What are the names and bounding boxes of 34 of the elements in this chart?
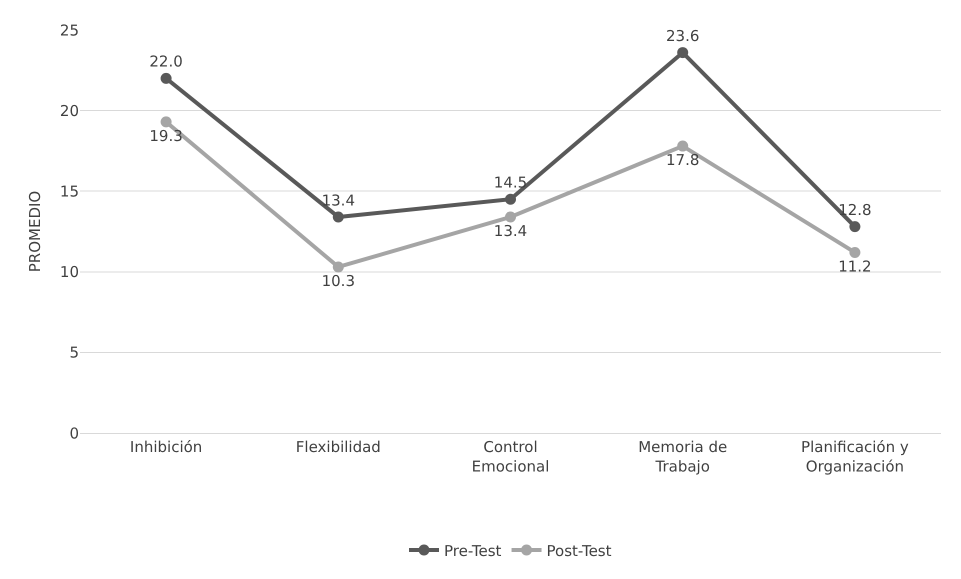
point xyxy=(505,194,516,205)
y-axis-title: PROMEDIO xyxy=(26,190,44,272)
data-label: 12.8 xyxy=(838,201,872,220)
data-label: 11.2 xyxy=(838,258,872,276)
point xyxy=(677,140,688,152)
y-tick-label: 10 xyxy=(60,263,79,282)
point xyxy=(849,246,860,258)
point xyxy=(849,221,860,232)
point xyxy=(332,211,344,222)
data-label: 17.8 xyxy=(666,151,700,170)
y-tick-label: 25 xyxy=(60,21,79,40)
x-tick-label: Control Emocional xyxy=(472,438,550,476)
x-tick-label: Inhibición xyxy=(130,438,202,456)
x-tick-label: Planificación y Organización xyxy=(801,438,909,476)
y-tick-label: 20 xyxy=(60,102,79,120)
data-label: 14.5 xyxy=(494,174,528,192)
point xyxy=(160,72,172,84)
data-label: 10.3 xyxy=(322,272,356,290)
data-label: 13.4 xyxy=(322,191,356,210)
data-label: 13.4 xyxy=(494,222,528,240)
x-tick-label: Memoria de Trabajo xyxy=(638,438,728,476)
point xyxy=(505,211,516,222)
y-tick-label: 0 xyxy=(69,424,79,442)
legend-label: Post-Test xyxy=(546,542,612,560)
point xyxy=(332,261,344,272)
data-label: 22.0 xyxy=(149,52,183,71)
data-label: 23.6 xyxy=(666,26,700,45)
legend-label: Pre-Test xyxy=(444,542,502,560)
x-tick-label: Flexibilidad xyxy=(296,438,381,456)
data-label: 19.3 xyxy=(149,127,183,146)
y-tick-label: 5 xyxy=(69,344,79,362)
y-tick-label: 15 xyxy=(60,182,79,200)
point xyxy=(160,116,172,128)
point xyxy=(677,47,688,58)
